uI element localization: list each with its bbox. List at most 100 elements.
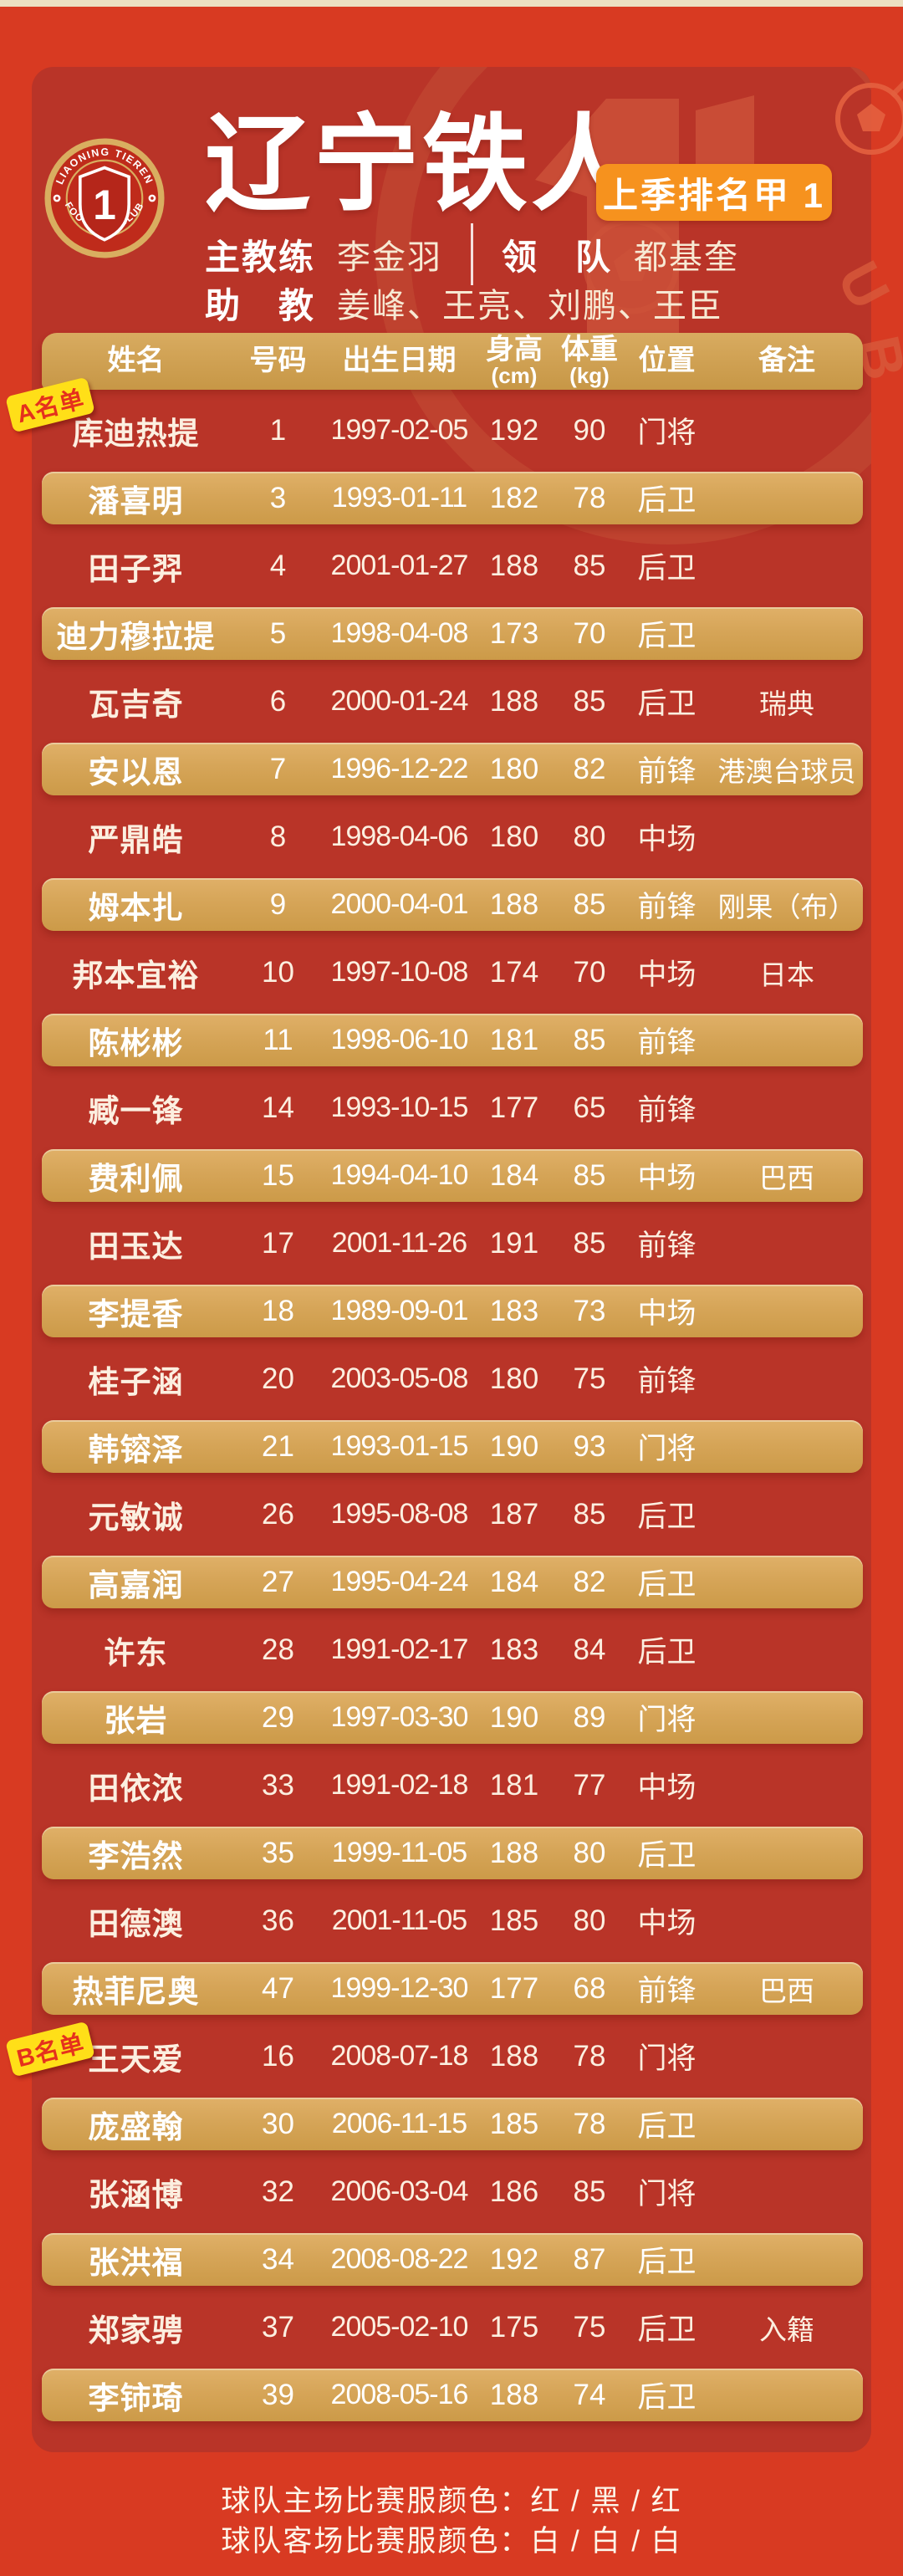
cell-birth: 2001-11-26 bbox=[331, 1227, 467, 1259]
cell-height: 185 bbox=[489, 1904, 539, 1937]
cell-position: 前锋 bbox=[637, 1094, 696, 1127]
cell-note: 瑞典 bbox=[759, 687, 814, 719]
table-row: 李浩然 35 1999-11-05 188 80 后卫 bbox=[42, 1827, 863, 1879]
svg-text:N: N bbox=[881, 67, 903, 119]
cell-height: 190 bbox=[489, 1700, 539, 1734]
table-header-row: 姓名 号码 出生日期 身高 (cm) 体重 (kg) 位置 备注 bbox=[42, 333, 863, 390]
cell-name: 迪力穆拉提 bbox=[56, 619, 216, 654]
table-row: 元敏诚 26 1995-08-08 187 85 后卫 bbox=[42, 1480, 863, 1548]
cell-height: 188 bbox=[489, 2039, 539, 2073]
column-header-weight: 体重 (kg) bbox=[561, 333, 618, 389]
cell-weight: 85 bbox=[573, 2175, 606, 2208]
cell-weight: 73 bbox=[573, 1294, 606, 1327]
cell-position: 后卫 bbox=[637, 1500, 696, 1533]
cell-position: 门将 bbox=[637, 1704, 696, 1736]
cell-birth: 1993-01-15 bbox=[330, 1430, 469, 1462]
cell-height: 186 bbox=[489, 2175, 539, 2208]
table-row: 瓦吉奇 6 2000-01-24 188 85 后卫 瑞典 bbox=[42, 667, 863, 735]
cell-birth: 2008-05-16 bbox=[330, 2379, 469, 2410]
cell-weight: 74 bbox=[573, 2378, 606, 2411]
table-row: 许东 28 1991-02-17 183 84 后卫 bbox=[42, 1616, 863, 1684]
cell-number: 47 bbox=[262, 1971, 294, 2005]
cell-birth: 1998-06-10 bbox=[330, 1024, 469, 1055]
cell-position: 后卫 bbox=[637, 687, 696, 720]
cell-weight: 80 bbox=[573, 1904, 606, 1937]
players-table: 姓名 号码 出生日期 身高 (cm) 体重 (kg) 位置 备注 库迪热提 1 1997-02-05… bbox=[42, 333, 863, 2429]
cell-number: 5 bbox=[269, 616, 287, 650]
cell-weight: 85 bbox=[573, 887, 606, 921]
table-row: 张涵博 32 2006-03-04 186 85 门将 bbox=[42, 2158, 863, 2226]
table-row: 田依浓 33 1991-02-18 181 77 中场 bbox=[42, 1751, 863, 1819]
away-kit-colors: 球队客场比赛服颜色：白 / 白 / 白 bbox=[221, 2525, 682, 2558]
cell-number: 35 bbox=[262, 1836, 294, 1869]
cell-number: 39 bbox=[262, 2378, 294, 2411]
table-row: 安以恩 7 1996-12-22 180 82 前锋 港澳台球员 bbox=[42, 743, 863, 795]
cell-position: 门将 bbox=[637, 417, 696, 449]
cell-position: 后卫 bbox=[637, 2110, 696, 2143]
cell-weight: 89 bbox=[573, 1700, 606, 1734]
cell-height: 188 bbox=[489, 1836, 539, 1869]
cell-position: 后卫 bbox=[637, 620, 696, 652]
cell-height: 188 bbox=[489, 2378, 539, 2411]
cell-birth: 1994-04-10 bbox=[330, 1159, 469, 1191]
cell-height: 173 bbox=[489, 616, 539, 650]
assistant-coach-label: 助 教 bbox=[205, 285, 316, 325]
cell-name: 李提香 bbox=[88, 1296, 184, 1331]
cell-birth: 2005-02-10 bbox=[330, 2311, 469, 2343]
table-row: 田子羿 4 2001-01-27 188 85 后卫 bbox=[42, 532, 863, 600]
cell-weight: 80 bbox=[573, 1836, 606, 1869]
cell-position: 后卫 bbox=[637, 484, 696, 517]
cell-name: 田德澳 bbox=[88, 1906, 184, 1941]
table-row: 严鼎皓 8 1998-04-06 180 80 中场 bbox=[42, 803, 863, 871]
cell-name: 臧一锋 bbox=[88, 1093, 184, 1128]
table-row: 郑家骋 37 2005-02-10 175 75 后卫 入籍 bbox=[42, 2293, 863, 2361]
cell-weight: 68 bbox=[573, 1971, 606, 2005]
cell-number: 30 bbox=[262, 2107, 294, 2140]
cell-weight: 70 bbox=[573, 955, 606, 989]
cell-position: 中场 bbox=[637, 1162, 696, 1194]
cell-weight: 80 bbox=[573, 820, 606, 853]
cell-name: 姆本扎 bbox=[88, 890, 184, 925]
cell-weight: 84 bbox=[573, 1633, 606, 1666]
cell-birth: 1998-04-08 bbox=[330, 617, 469, 649]
cell-position: 门将 bbox=[637, 1433, 696, 1465]
cell-number: 21 bbox=[262, 1429, 294, 1463]
cell-position: 前锋 bbox=[637, 891, 696, 923]
cell-name: 陈彬彬 bbox=[88, 1025, 184, 1061]
home-kit-colors: 球队主场比赛服颜色：红 / 黑 / 红 bbox=[221, 2485, 682, 2517]
cell-height: 188 bbox=[489, 887, 539, 921]
cell-name: 张洪福 bbox=[88, 2245, 184, 2280]
club-name-title: 辽宁铁人 bbox=[205, 105, 640, 223]
cell-number: 29 bbox=[262, 1700, 294, 1734]
cell-number: 37 bbox=[262, 2310, 294, 2343]
table-row: 田玉达 17 2001-11-26 191 85 前锋 bbox=[42, 1209, 863, 1277]
cell-position: 中场 bbox=[637, 1297, 696, 1330]
cell-name: 李浩然 bbox=[88, 1838, 184, 1873]
cell-name: 田玉达 bbox=[88, 1229, 184, 1264]
cell-birth: 1991-02-17 bbox=[330, 1633, 469, 1665]
cell-weight: 70 bbox=[573, 616, 606, 650]
column-header-position: 位置 bbox=[638, 345, 696, 377]
cell-height: 177 bbox=[489, 1091, 539, 1124]
cell-number: 34 bbox=[262, 2242, 294, 2276]
cell-name: 田子羿 bbox=[88, 551, 184, 586]
assistant-coach-names: 姜峰、王亮、刘鹏、王臣 bbox=[337, 288, 724, 325]
cell-height: 181 bbox=[489, 1768, 539, 1802]
cell-number: 11 bbox=[263, 1023, 293, 1056]
cell-note: 刚果（布） bbox=[717, 891, 856, 923]
column-header-name: 姓名 bbox=[107, 345, 165, 377]
cell-note: 巴西 bbox=[759, 1162, 814, 1193]
cell-number: 1 bbox=[269, 413, 287, 447]
table-row: 高嘉润 27 1995-04-24 184 82 后卫 bbox=[42, 1556, 863, 1608]
cell-note: 入籍 bbox=[759, 2313, 814, 2345]
cell-weight: 93 bbox=[573, 1429, 606, 1463]
cell-birth: 2008-08-22 bbox=[330, 2243, 469, 2275]
cell-position: 后卫 bbox=[637, 2381, 696, 2414]
table-row: 张洪福 34 2008-08-22 192 87 后卫 bbox=[42, 2233, 863, 2286]
cell-birth: 1995-04-24 bbox=[330, 1566, 469, 1597]
cell-birth: 1996-12-22 bbox=[330, 753, 469, 785]
cell-birth: 1993-10-15 bbox=[330, 1091, 469, 1123]
table-row: 李提香 18 1989-09-01 183 73 中场 bbox=[42, 1285, 863, 1337]
cell-height: 177 bbox=[489, 1971, 539, 2005]
cell-height: 191 bbox=[489, 1226, 539, 1260]
